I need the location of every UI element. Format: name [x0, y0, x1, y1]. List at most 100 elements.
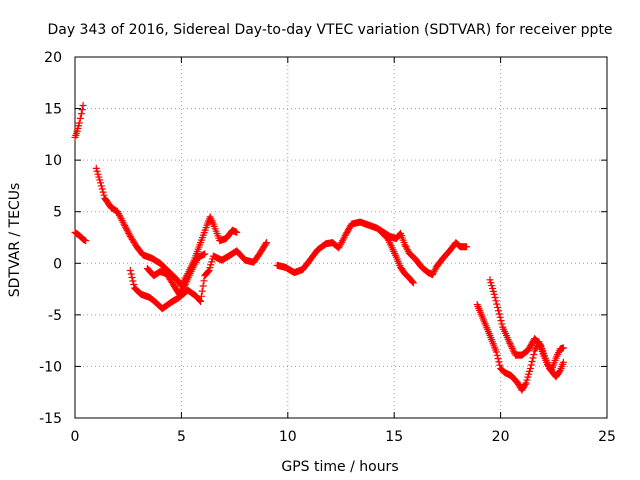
axes: 0 5 10 15 20 25 -15 -10 -5 0 5 10 15 20: [39, 50, 616, 445]
y-axis-label: SDTVAR / TECUs: [7, 183, 23, 298]
data-point: [493, 300, 501, 308]
x-axis-label: GPS time / hours: [281, 459, 398, 475]
x-tick-label: 10: [279, 429, 297, 445]
data-point: [430, 267, 438, 275]
data-point: [526, 364, 534, 372]
data-point: [122, 223, 130, 231]
data-point: [123, 226, 131, 234]
data-point: [198, 287, 206, 295]
data-point: [196, 296, 204, 304]
y-tick-label: -15: [39, 411, 62, 427]
data-point: [99, 188, 107, 196]
data-point: [204, 268, 212, 276]
data-point: [263, 239, 271, 247]
x-tick-label: 15: [385, 429, 403, 445]
chart-title: Day 343 of 2016, Sidereal Day-to-day VTE…: [47, 22, 612, 38]
data-point: [128, 274, 136, 282]
data-point: [100, 191, 108, 199]
series-arc-5: [143, 250, 209, 298]
data-point: [431, 266, 439, 274]
data-point: [527, 361, 535, 369]
y-tick-label: 0: [53, 256, 62, 272]
data-point: [494, 303, 502, 311]
data-point: [120, 220, 128, 228]
data-point: [75, 119, 83, 127]
data-point: [508, 343, 516, 351]
data-point: [490, 290, 498, 298]
data-point: [559, 358, 567, 366]
y-tick-label: 20: [44, 50, 62, 66]
data-point: [78, 106, 86, 114]
data-point: [492, 348, 500, 356]
data-point: [79, 101, 87, 109]
data-point: [409, 279, 417, 287]
data-point: [121, 222, 129, 230]
data-point: [125, 229, 133, 237]
data-point: [496, 313, 504, 321]
data-point: [498, 320, 506, 328]
y-tick-label: -5: [48, 308, 62, 324]
y-tick-label: 15: [44, 102, 62, 118]
data-point: [402, 242, 410, 250]
series-arc-2: [71, 228, 90, 245]
data-point: [199, 282, 207, 290]
data-point: [122, 225, 130, 233]
data-point: [201, 250, 209, 258]
data-point: [507, 341, 515, 349]
data-point: [76, 114, 84, 122]
data-point: [197, 292, 205, 300]
data-point: [126, 231, 134, 239]
y-tick-label: -10: [39, 359, 62, 375]
data-point: [124, 228, 132, 236]
data-point: [262, 240, 270, 248]
data-point: [530, 350, 538, 358]
data-point: [509, 346, 517, 354]
data-point: [130, 281, 138, 289]
data-point: [129, 277, 137, 285]
data-point: [521, 380, 529, 388]
data-point: [495, 358, 503, 366]
data-point: [233, 228, 241, 236]
y-tick-label: 5: [53, 205, 62, 221]
data-point: [396, 230, 404, 238]
x-tick-label: 0: [71, 429, 80, 445]
data-point: [506, 339, 514, 347]
data-point: [463, 243, 471, 251]
series-arc-9: [486, 276, 567, 381]
data-point: [197, 297, 205, 305]
x-tick-label: 25: [598, 429, 616, 445]
data-point: [497, 317, 505, 325]
data-point: [536, 341, 544, 349]
data-point: [200, 277, 208, 285]
series-arc-4: [126, 239, 271, 313]
data-point: [493, 351, 501, 359]
series-arc-6: [273, 218, 471, 279]
data-point: [98, 185, 106, 193]
data-point: [529, 354, 537, 362]
data-point: [429, 271, 437, 279]
data-point: [495, 310, 503, 318]
data-point: [494, 355, 502, 363]
data-point: [82, 237, 90, 245]
data-point: [555, 368, 563, 376]
data-point: [496, 361, 504, 369]
data-point: [429, 269, 437, 277]
data-point: [505, 338, 513, 346]
data-point: [559, 344, 567, 352]
data-point: [403, 246, 411, 254]
x-tick-label: 20: [492, 429, 510, 445]
data-point: [401, 241, 409, 249]
data-point: [492, 297, 500, 305]
data-point: [97, 179, 105, 187]
series-arc-1: [71, 101, 87, 141]
data-point: [494, 307, 502, 315]
data-point: [181, 281, 189, 289]
data-point: [127, 270, 135, 278]
data-point: [126, 267, 134, 275]
data-point: [409, 278, 417, 286]
data-point: [77, 110, 85, 118]
data-point: [491, 294, 499, 302]
data-point: [528, 357, 536, 365]
data-point: [403, 244, 411, 252]
